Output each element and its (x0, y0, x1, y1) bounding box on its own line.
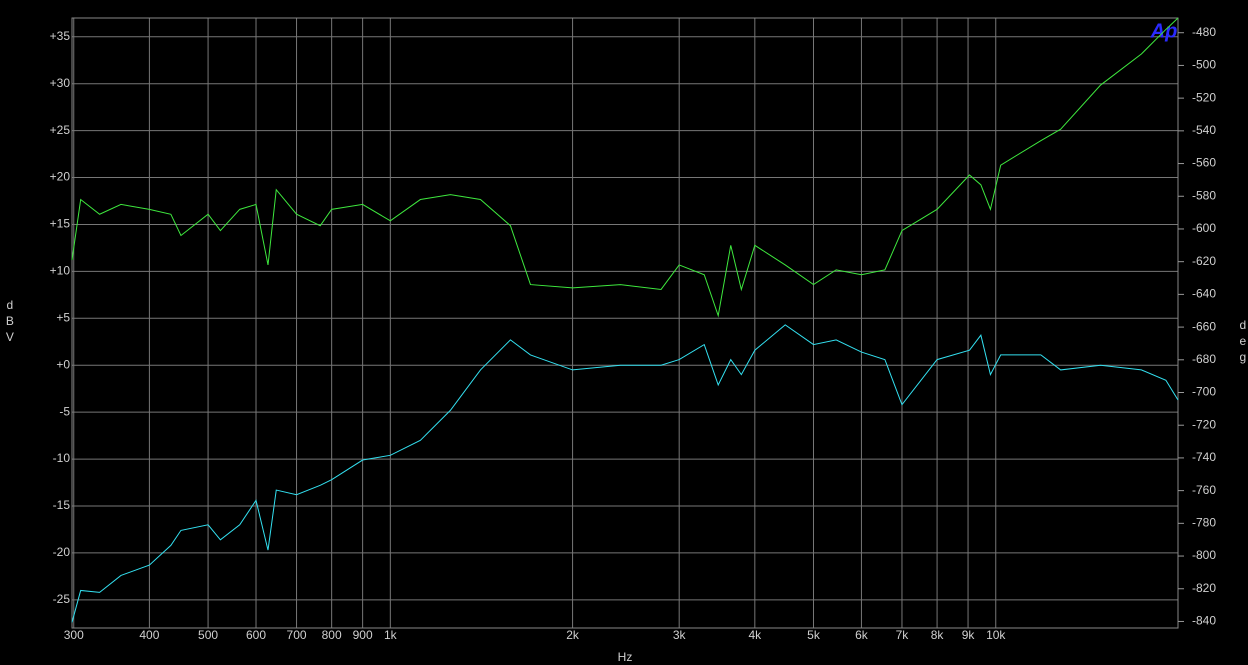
y2-tick-label: -580 (1192, 188, 1216, 202)
x-tick-label: 4k (748, 628, 762, 642)
y-tick-label: -20 (53, 545, 71, 559)
y2-tick-label: -500 (1192, 58, 1216, 72)
plot-frame (71, 17, 1179, 629)
y2-tick-label: -560 (1192, 156, 1216, 170)
y2-tick-label: -600 (1192, 221, 1216, 235)
y2-tick-label: -520 (1192, 90, 1216, 104)
y-axis-label: dBV (3, 298, 17, 346)
y2-tick-label: -780 (1192, 516, 1216, 530)
y2-tick-label: -700 (1192, 385, 1216, 399)
x-tick-label: 9k (962, 628, 976, 642)
y-tick-label: +30 (50, 76, 71, 90)
x-tick-label: 500 (198, 628, 218, 642)
x-tick-label: 2k (566, 628, 580, 642)
x-tick-label: 1k (384, 628, 398, 642)
x-tick-label: 600 (246, 628, 266, 642)
y2-tick-label: -800 (1192, 548, 1216, 562)
y-tick-label: +10 (50, 264, 71, 278)
y2-tick-label: -620 (1192, 254, 1216, 268)
x-tick-label: 10k (986, 628, 1006, 642)
y2-tick-label: -760 (1192, 483, 1216, 497)
y2-axis-label: deg (1236, 318, 1248, 366)
y-tick-label: -10 (53, 451, 71, 465)
y2-tick-label: -840 (1192, 614, 1216, 628)
y-tick-label: +5 (56, 310, 70, 324)
x-tick-label: 300 (64, 628, 84, 642)
y2-tick-label: -660 (1192, 319, 1216, 333)
series-line (71, 17, 1179, 318)
y-tick-label: +35 (50, 29, 71, 43)
x-tick-label: 700 (287, 628, 307, 642)
x-tick-label: 8k (931, 628, 945, 642)
y2-tick-label: -680 (1192, 352, 1216, 366)
y-tick-label: -5 (59, 404, 70, 418)
y2-tick-label: -640 (1192, 287, 1216, 301)
series-line (71, 324, 1179, 623)
y2-tick-label: -820 (1192, 581, 1216, 595)
x-tick-label: 900 (353, 628, 373, 642)
x-axis-label: Hz (618, 650, 633, 664)
x-tick-label: 6k (855, 628, 869, 642)
y-tick-label: +15 (50, 217, 71, 231)
x-tick-label: 3k (673, 628, 687, 642)
y2-tick-label: -720 (1192, 417, 1216, 431)
x-tick-label: 800 (322, 628, 342, 642)
x-tick-label: 7k (896, 628, 910, 642)
y2-tick-label: -480 (1192, 25, 1216, 39)
y-tick-label: -25 (53, 592, 71, 606)
y-tick-label: -15 (53, 498, 71, 512)
y2-tick-label: -740 (1192, 450, 1216, 464)
y-tick-label: +20 (50, 170, 71, 184)
y2-tick-label: -540 (1192, 123, 1216, 137)
y-tick-label: +0 (56, 357, 70, 371)
y-tick-label: +25 (50, 123, 71, 137)
x-tick-label: 5k (807, 628, 821, 642)
x-tick-label: 400 (139, 628, 159, 642)
